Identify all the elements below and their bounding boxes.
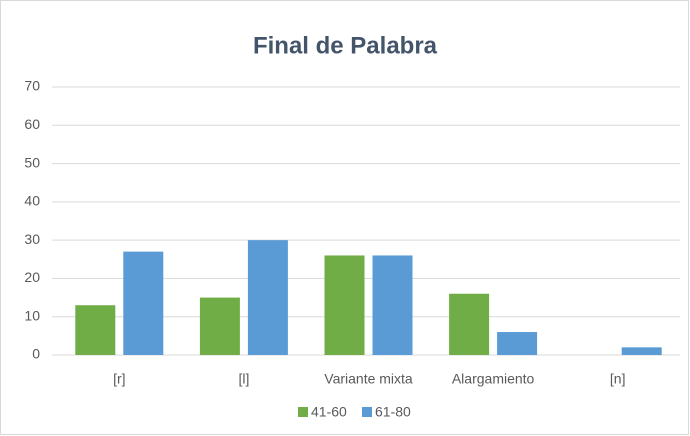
legend-swatch: [298, 407, 308, 417]
x-tick-label: [l]: [238, 371, 249, 387]
legend-label: 61-80: [375, 404, 411, 420]
y-tick-label: 70: [24, 78, 40, 94]
y-tick-label: 40: [24, 193, 40, 209]
y-tick-label: 20: [24, 269, 40, 285]
x-tick-label: Variante mixta: [324, 371, 413, 387]
x-tick-label: Alargamiento: [452, 371, 535, 387]
bar: [247, 240, 288, 355]
x-tick-label: [n]: [610, 371, 626, 387]
legend-swatch: [362, 407, 372, 417]
bar: [449, 293, 490, 355]
y-tick-label: 30: [24, 231, 40, 247]
bar: [497, 332, 538, 355]
bar: [621, 347, 662, 355]
bar: [75, 305, 116, 355]
bar: [324, 255, 365, 355]
y-tick-label: 0: [32, 346, 40, 362]
chart-title: Final de Palabra: [253, 32, 438, 59]
bar: [199, 297, 240, 355]
x-tick-label: [r]: [113, 371, 125, 387]
y-tick-label: 60: [24, 116, 40, 132]
bar: [123, 251, 164, 355]
y-tick-label: 10: [24, 307, 40, 323]
y-tick-label: 50: [24, 154, 40, 170]
legend-label: 41-60: [311, 404, 347, 420]
bar: [372, 255, 413, 355]
